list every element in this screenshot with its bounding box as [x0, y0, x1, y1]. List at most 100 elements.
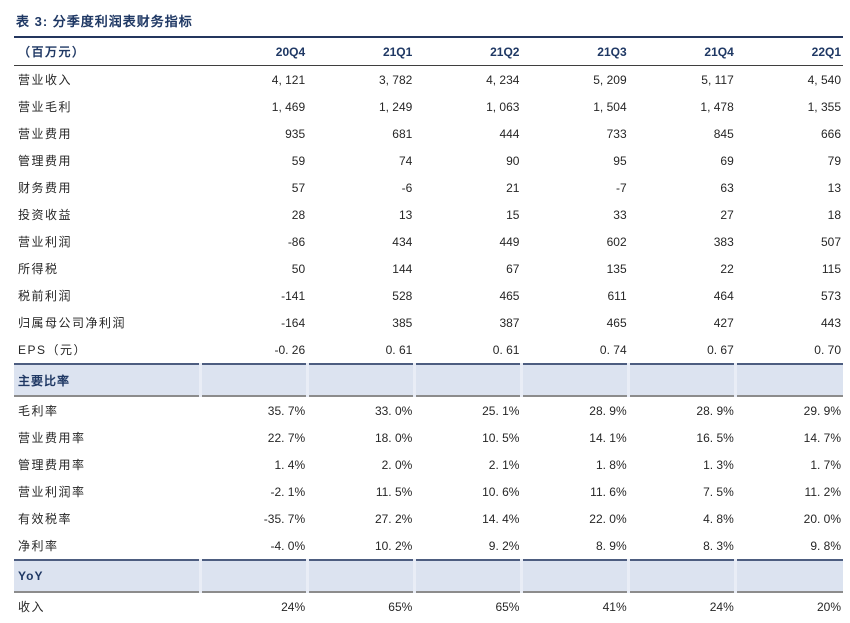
- cell-value: 10. 2%: [374, 538, 413, 553]
- cell-value: 57: [291, 180, 306, 195]
- cell-value: 18. 0%: [374, 430, 413, 445]
- cell-value: 8. 9%: [595, 538, 627, 553]
- cell-value: 14. 4%: [482, 511, 520, 526]
- section-band-cell: [198, 363, 308, 397]
- table-row: 收入 24% 65% 65% 41% 24% 20%: [14, 592, 843, 620]
- cell-value: 33. 0%: [374, 403, 413, 418]
- cell-value: 0. 67: [707, 342, 734, 357]
- cell-value: 16. 5%: [696, 430, 734, 445]
- row-label: 毛利率: [18, 404, 59, 418]
- table-row: 财务费用 57 -6 21 -7 63 13: [14, 174, 843, 201]
- cell-value: 360%: [628, 620, 736, 623]
- cell-value: -86: [287, 234, 306, 249]
- cell-value: 4, 540: [807, 72, 841, 87]
- quarterly-financial-table: （百万元） 20Q4 21Q1 21Q2 21Q3 21Q4 22Q1 营业收入 4, 121…: [14, 36, 843, 623]
- table-row: 营业利润率 -2. 1% 11. 5% 10. 6% 11. 6% 7. 5% 11. 2%: [14, 478, 843, 505]
- cell-value: 1. 4%: [274, 457, 306, 472]
- cell-value: 845: [713, 126, 734, 141]
- row-label: EPS（元）: [18, 343, 88, 357]
- table-row: 营业利润 -86 434 449 602 383 507: [14, 228, 843, 255]
- cell-value: 35. 7%: [267, 403, 306, 418]
- cell-value: -167%: [200, 620, 308, 623]
- section-band-cell: [305, 363, 415, 397]
- row-label: 财务费用: [18, 181, 73, 195]
- cell-value: 79: [827, 153, 841, 168]
- cell-value: -6: [401, 180, 413, 195]
- cell-value: 18: [827, 207, 841, 222]
- cell-value: 28. 9%: [589, 403, 627, 418]
- cell-value: 528: [392, 288, 413, 303]
- cell-value: 29. 9%: [803, 403, 841, 418]
- cell-value: 27. 2%: [374, 511, 413, 526]
- cell-value: 507: [820, 234, 841, 249]
- table-header: （百万元） 20Q4 21Q1 21Q2 21Q3 21Q4 22Q1: [14, 36, 843, 66]
- section-header-row: 主要比率: [14, 363, 843, 397]
- cell-value: 2. 0%: [381, 457, 413, 472]
- cell-value: 1, 478: [700, 99, 734, 114]
- cell-value: 14. 7%: [803, 430, 841, 445]
- row-label: 有效税率: [18, 512, 73, 526]
- cell-value: 21: [506, 180, 520, 195]
- cell-value: 465: [499, 288, 520, 303]
- cell-value: 65%: [388, 599, 413, 614]
- cell-value: 115: [821, 261, 841, 276]
- cell-value: 7%: [521, 620, 629, 623]
- cell-value: -7: [615, 180, 627, 195]
- section-band-cell: [412, 559, 522, 593]
- section-title: 主要比率: [14, 363, 200, 397]
- row-label: 营业费用率: [18, 431, 86, 445]
- cell-value: 33: [613, 207, 627, 222]
- section-band-cell: [519, 559, 629, 593]
- column-header: 21Q2: [414, 36, 522, 66]
- cell-value: -141: [281, 288, 306, 303]
- cell-value: 20%: [816, 599, 841, 614]
- table-row: 税前利润 -141 528 465 611 464 573: [14, 282, 843, 309]
- cell-value: 8. 3%: [703, 538, 734, 553]
- cell-value: 935: [285, 126, 306, 141]
- cell-value: 383: [713, 234, 734, 249]
- section-title: YoY: [14, 559, 200, 593]
- table-row: 归属母公司净利润 -164 385 387 465 427 443: [14, 309, 843, 336]
- cell-value: 5, 117: [701, 72, 734, 87]
- header-row: （百万元） 20Q4 21Q1 21Q2 21Q3 21Q4 22Q1: [14, 36, 843, 66]
- cell-value: 59: [291, 153, 306, 168]
- cell-value: 444: [499, 126, 520, 141]
- cell-value: 602: [606, 234, 627, 249]
- cell-value: 41%: [602, 599, 627, 614]
- row-label: 营业利润: [18, 235, 73, 249]
- cell-value: 11. 2%: [804, 484, 841, 499]
- cell-value: 63: [720, 180, 734, 195]
- cell-value: 144: [392, 261, 413, 276]
- cell-value: 2. 1%: [488, 457, 520, 472]
- table-row: 管理费用率 1. 4% 2. 0% 2. 1% 1. 8% 1. 3% 1. 7%: [14, 451, 843, 478]
- section-band-cell: [519, 363, 629, 397]
- table-row: 营业收入 4, 121 3, 782 4, 234 5, 209 5, 117 4, 540: [14, 66, 843, 94]
- cell-value: 24%: [709, 599, 734, 614]
- cell-value: 26%: [307, 620, 415, 623]
- row-label: 净利率: [18, 539, 59, 553]
- cell-value: 27: [720, 207, 734, 222]
- cell-value: 5, 209: [593, 72, 627, 87]
- cell-value: 0. 61: [385, 342, 413, 357]
- cell-value: 67: [506, 261, 520, 276]
- table-row: 所得税 50 144 67 135 22 115: [14, 255, 843, 282]
- row-label: 营业费用: [18, 127, 73, 141]
- row-label: 管理费用: [18, 154, 73, 168]
- cell-value: 11. 5%: [375, 484, 413, 499]
- cell-value: 28: [291, 207, 306, 222]
- cell-value: 7. 5%: [703, 484, 734, 499]
- cell-value: 681: [392, 126, 413, 141]
- cell-value: 20. 0%: [803, 511, 841, 526]
- table-row: 营业费用率 22. 7% 18. 0% 10. 5% 14. 1% 16. 5% 14. 7…: [14, 424, 843, 451]
- cell-value: 135: [606, 261, 627, 276]
- cell-value: 10. 6%: [482, 484, 520, 499]
- row-label: 管理费用率: [18, 458, 86, 472]
- section-band-cell: [305, 559, 415, 593]
- cell-value: 74: [398, 153, 413, 168]
- row-label: 收入: [18, 600, 46, 614]
- cell-value: 1. 8%: [595, 457, 627, 472]
- row-label: 所得税: [18, 262, 59, 276]
- cell-value: 50: [291, 261, 306, 276]
- cell-value: 4. 8%: [703, 511, 734, 526]
- cell-value: 449: [499, 234, 520, 249]
